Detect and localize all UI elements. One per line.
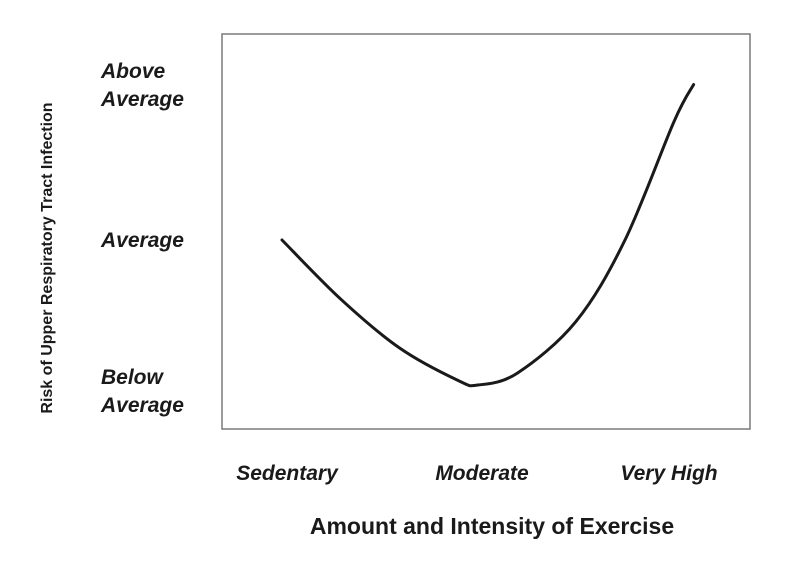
x-tick-labels: Sedentary Moderate Very High bbox=[236, 462, 717, 485]
y-tick-label: Average bbox=[100, 229, 184, 252]
y-axis-title: Risk of Upper Respiratory Tract Infectio… bbox=[39, 102, 56, 413]
y-tick-label: Average bbox=[100, 88, 184, 111]
y-tick-label: Below bbox=[101, 366, 165, 389]
y-tick-labels: Below Average Average Above Average bbox=[100, 60, 184, 417]
x-tick-label: Moderate bbox=[435, 462, 529, 485]
plot-frame bbox=[221, 33, 751, 430]
y-tick-label: Average bbox=[100, 394, 184, 417]
x-axis-title: Amount and Intensity of Exercise bbox=[310, 513, 674, 539]
x-tick-label: Sedentary bbox=[236, 462, 339, 485]
series-line bbox=[280, 83, 696, 388]
x-tick-label: Very High bbox=[620, 462, 717, 485]
y-tick-label: Above bbox=[100, 60, 166, 83]
